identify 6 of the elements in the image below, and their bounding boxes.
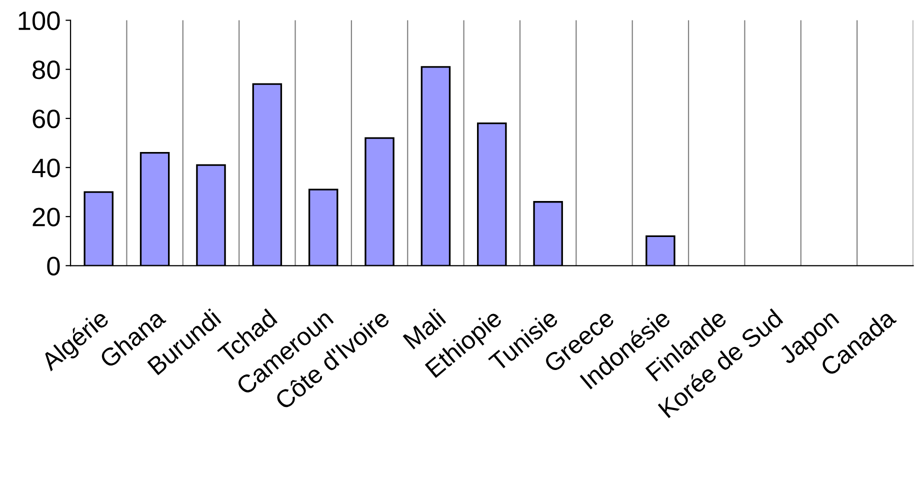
y-tick-label: 20 bbox=[32, 208, 60, 226]
y-tick-label: 100 bbox=[18, 11, 60, 30]
y-tick-label: 60 bbox=[32, 110, 60, 128]
y-tick-label: 40 bbox=[32, 158, 60, 178]
y-tick-label: 80 bbox=[32, 60, 60, 80]
y-tick-label: 0 bbox=[47, 256, 60, 276]
